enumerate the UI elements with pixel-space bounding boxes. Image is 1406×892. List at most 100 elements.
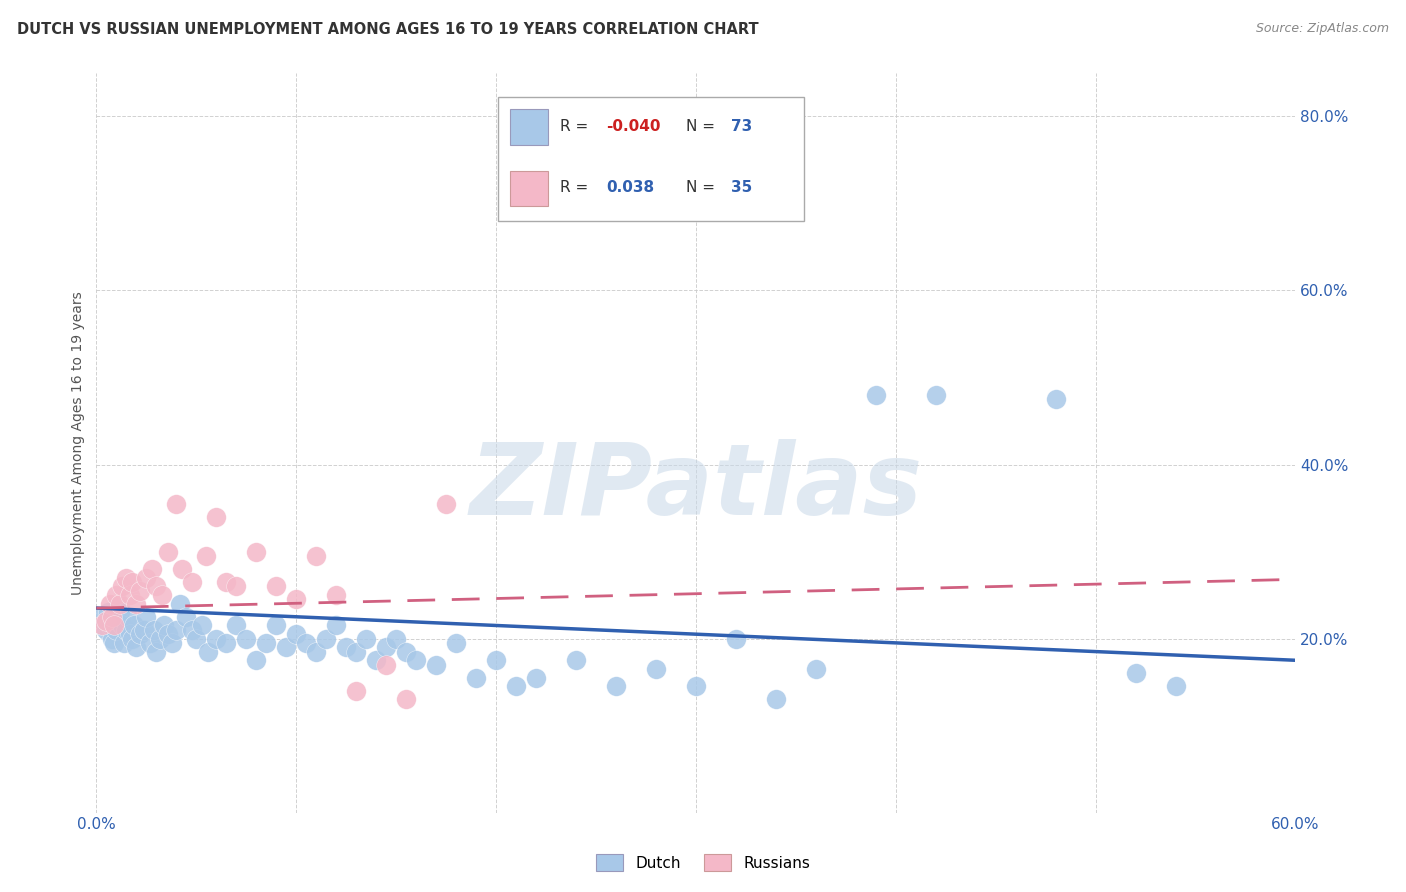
Point <box>205 509 228 524</box>
FancyBboxPatch shape <box>498 96 804 221</box>
Point <box>865 388 887 402</box>
Point <box>186 632 208 646</box>
Point <box>264 579 287 593</box>
Point <box>385 632 408 646</box>
Point <box>145 644 167 658</box>
Text: N =: N = <box>686 180 720 195</box>
Text: ZIPatlas: ZIPatlas <box>470 439 922 535</box>
Text: R =: R = <box>561 120 593 135</box>
Point <box>101 632 124 646</box>
Point <box>91 618 114 632</box>
Point <box>181 574 204 589</box>
Point <box>354 632 377 646</box>
Point <box>344 644 367 658</box>
Point <box>295 636 318 650</box>
Point <box>135 571 157 585</box>
Point <box>425 657 447 672</box>
Point <box>215 636 238 650</box>
Point <box>245 544 267 558</box>
Point <box>465 671 488 685</box>
Point <box>103 618 125 632</box>
Point <box>91 609 114 624</box>
Point <box>395 644 418 658</box>
Point <box>129 627 152 641</box>
Point <box>305 549 328 563</box>
Point <box>315 632 337 646</box>
Point <box>505 679 527 693</box>
FancyBboxPatch shape <box>510 170 548 206</box>
Point <box>645 662 668 676</box>
Point <box>153 618 176 632</box>
Point <box>325 618 347 632</box>
Point <box>165 497 187 511</box>
Point <box>605 679 627 693</box>
Point <box>215 574 238 589</box>
Point <box>149 632 172 646</box>
Point <box>115 623 138 637</box>
Point <box>375 657 398 672</box>
Point <box>1125 666 1147 681</box>
Point <box>98 618 121 632</box>
Text: 0.038: 0.038 <box>606 180 654 195</box>
Point <box>121 574 143 589</box>
Point <box>191 618 214 632</box>
Point <box>157 544 180 558</box>
Point <box>129 583 152 598</box>
Text: Source: ZipAtlas.com: Source: ZipAtlas.com <box>1256 22 1389 36</box>
Point <box>107 614 129 628</box>
Point <box>165 623 187 637</box>
Point <box>325 588 347 602</box>
Point <box>485 653 508 667</box>
Point <box>925 388 948 402</box>
Point <box>157 627 180 641</box>
Point <box>96 614 118 628</box>
Point <box>524 196 547 211</box>
Point <box>181 623 204 637</box>
Point <box>105 623 128 637</box>
Point <box>135 609 157 624</box>
Text: DUTCH VS RUSSIAN UNEMPLOYMENT AMONG AGES 16 TO 19 YEARS CORRELATION CHART: DUTCH VS RUSSIAN UNEMPLOYMENT AMONG AGES… <box>17 22 758 37</box>
Point <box>120 588 142 602</box>
Point <box>111 618 134 632</box>
Point <box>105 588 128 602</box>
Point <box>96 623 118 637</box>
Point <box>305 644 328 658</box>
Point <box>162 636 184 650</box>
Text: -0.040: -0.040 <box>606 120 661 135</box>
Point <box>101 609 124 624</box>
Legend: Dutch, Russians: Dutch, Russians <box>589 848 817 877</box>
Text: N =: N = <box>686 120 720 135</box>
Point <box>375 640 398 655</box>
Point <box>395 692 418 706</box>
Point <box>134 623 156 637</box>
Point <box>276 640 298 655</box>
Point <box>405 653 427 667</box>
Point <box>724 632 747 646</box>
Point <box>110 597 132 611</box>
Point <box>765 692 787 706</box>
Point <box>97 606 120 620</box>
Y-axis label: Unemployment Among Ages 16 to 19 years: Unemployment Among Ages 16 to 19 years <box>72 291 86 595</box>
Point <box>804 662 827 676</box>
Point <box>115 571 138 585</box>
Point <box>565 653 588 667</box>
Point <box>245 653 267 667</box>
Point <box>225 579 247 593</box>
Point <box>98 597 121 611</box>
Point <box>121 632 143 646</box>
Point <box>434 497 457 511</box>
Point <box>103 636 125 650</box>
FancyBboxPatch shape <box>510 109 548 145</box>
Point <box>141 562 163 576</box>
Point <box>120 627 142 641</box>
Point <box>225 618 247 632</box>
Text: 73: 73 <box>731 120 752 135</box>
Point <box>1045 392 1067 407</box>
Point <box>125 597 148 611</box>
Point <box>264 618 287 632</box>
Point <box>169 597 191 611</box>
Point <box>124 618 146 632</box>
Point <box>685 679 707 693</box>
Point <box>111 579 134 593</box>
Point <box>285 592 308 607</box>
